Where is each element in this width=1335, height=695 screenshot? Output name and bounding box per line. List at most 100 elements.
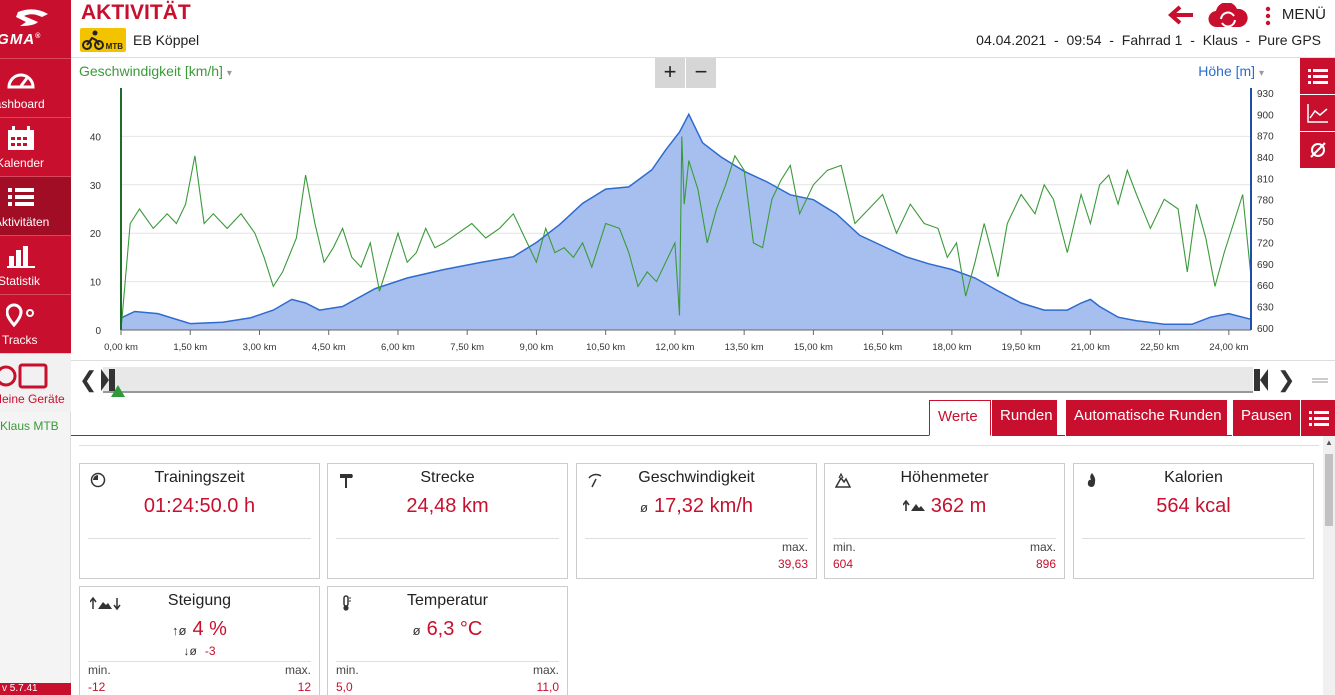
vertical-scrollbar[interactable]: ▲ [1323, 436, 1335, 695]
tab-menu-button[interactable] [1300, 400, 1335, 436]
divider [336, 661, 559, 662]
divider [336, 538, 559, 539]
line-chart-icon [1307, 104, 1328, 123]
sidebar-item-tracks[interactable]: Tracks [0, 294, 71, 353]
header: AKTIVITÄT MTB EB Köppel 04.04.2021 - 09:… [71, 0, 1335, 58]
sidebar-item-devices[interactable]: Meine Geräte [0, 353, 71, 412]
tab-pausen[interactable]: Pausen [1232, 400, 1300, 436]
chart-tools [1300, 58, 1335, 169]
sigma-swoosh-icon [16, 9, 48, 26]
average-down-symbol: ↓ø [183, 644, 197, 658]
stopwatch-icon [90, 472, 106, 488]
card-value: 6,3 °C [426, 618, 483, 640]
right-axis-tick-label: 600 [1257, 324, 1274, 335]
more-vertical-icon[interactable] [1264, 6, 1272, 26]
mountain-icon [835, 472, 851, 488]
devices-label: Meine Geräte [0, 392, 65, 406]
activity-bike: Fahrrad 1 [1121, 32, 1183, 48]
chart-line-button[interactable] [1300, 95, 1335, 132]
scroll-up-icon[interactable]: ▲ [1325, 438, 1333, 447]
slider-next-button[interactable]: ❯ [1277, 367, 1296, 392]
right-axis-tick-label: 900 [1257, 110, 1274, 121]
sport-badge: MTB [80, 28, 126, 52]
left-axis-tick-label: 30 [90, 181, 102, 192]
card-title: Geschwindigkeit [638, 469, 755, 486]
divider [88, 538, 311, 539]
card-value: 4 % [192, 618, 227, 640]
card-title: Höhenmeter [900, 469, 989, 486]
min-value: 604 [833, 557, 854, 571]
x-axis-tick-label: 0,00 km [104, 342, 138, 353]
drag-handle-icon[interactable] [1312, 377, 1328, 385]
card-value: 362 m [930, 495, 987, 517]
activity-date: 04.04.2021 [976, 32, 1047, 48]
right-axis-tick-label: 930 [1257, 89, 1274, 100]
max-label: max. [284, 663, 311, 677]
scrollbar-thumb[interactable] [1325, 454, 1333, 526]
card-strecke: Strecke 24,48 km [327, 463, 568, 579]
max-value: 39,63 [777, 557, 808, 571]
x-axis-tick-label: 13,50 km [725, 342, 764, 353]
sidebar-item-label: Dashboard [0, 97, 45, 111]
chevron-down-icon: ▾ [1258, 68, 1264, 79]
right-axis-tick-label: 690 [1257, 260, 1274, 271]
left-axis-selector[interactable]: Geschwindigkeit [km/h] ▾ [79, 63, 232, 79]
slider-prev-button[interactable]: ❮ [79, 367, 98, 392]
device-item-label[interactable]: Klaus MTB [0, 419, 59, 433]
menu-button[interactable]: MENÜ [1281, 6, 1326, 23]
sidebar-item-label: Aktivitäten [0, 215, 50, 229]
sidebar-item-aktivitaeten[interactable]: Aktivitäten [0, 176, 71, 235]
back-arrow-icon[interactable] [1167, 4, 1195, 26]
elevation-area [121, 114, 1251, 330]
zoom-out-button[interactable]: − [686, 58, 716, 88]
card-title: Trainingszeit [154, 469, 245, 486]
max-label: max. [1029, 540, 1056, 554]
chart-list-button[interactable] [1300, 58, 1335, 95]
flame-icon [1087, 473, 1096, 487]
signpost-icon [340, 474, 353, 488]
zoom-in-button[interactable]: + [655, 58, 685, 88]
map-pin-icon [6, 303, 34, 328]
right-axis-tick-label: 630 [1257, 303, 1274, 314]
card-trainingszeit: Trainingszeit 01:24:50.0 h [79, 463, 320, 579]
card-hoehenmeter: Höhenmeter 362 m min. 604 max. 896 [824, 463, 1065, 579]
card-value: 24,48 km [406, 495, 489, 517]
x-axis-tick-label: 4,50 km [312, 342, 346, 353]
incline-icon [90, 596, 121, 611]
card-title: Temperatur [407, 592, 488, 609]
sidebar-item-dashboard[interactable]: Dashboard [0, 58, 71, 117]
divider [833, 538, 1056, 539]
max-value: 12 [297, 680, 311, 694]
device-list: Klaus MTB [0, 412, 71, 683]
chart-average-button[interactable] [1300, 132, 1335, 169]
list-icon [1309, 411, 1329, 426]
slider-right-handle[interactable] [1254, 367, 1270, 393]
sidebar-item-label: Tracks [2, 333, 38, 347]
x-axis-tick-label: 9,00 km [520, 342, 554, 353]
average-symbol: ø [640, 500, 648, 515]
cloud-sync-icon[interactable] [1207, 3, 1249, 29]
calendar-icon [8, 126, 34, 150]
sidebar-item-statistik[interactable]: Statistik [0, 235, 71, 294]
x-axis-tick-label: 7,50 km [450, 342, 484, 353]
card-value: 564 kcal [1156, 495, 1231, 517]
tab-automatische-runden[interactable]: Automatische Runden [1065, 400, 1227, 436]
right-axis-selector[interactable]: Höhe [m] ▾ [1198, 63, 1264, 79]
tab-runden[interactable]: Runden [991, 400, 1057, 436]
slider-left-handle[interactable] [101, 367, 131, 397]
elevation-speed-chart[interactable]: 0 10 20 30 40 600 630 660 690 720 750 780 810 840 870 9… [71, 58, 1300, 360]
card-steigung: Steigung ↑ø 4 % ↓ø -3 min. -12 max. 12 [79, 586, 320, 695]
sidebar: IGMA® Dashboard Kalender Aktivitäten [0, 0, 71, 695]
sidebar-item-kalender[interactable]: Kalender [0, 117, 71, 176]
brand-logo[interactable]: IGMA® [0, 0, 71, 58]
activity-meta: 04.04.2021 - 09:54 - Fahrrad 1 - Klaus -… [976, 32, 1321, 48]
min-value: 5,0 [336, 680, 353, 694]
right-axis-tick-label: 750 [1257, 217, 1274, 228]
slider-track[interactable] [103, 367, 1253, 393]
thermometer-icon [343, 595, 351, 611]
page-title: AKTIVITÄT [81, 1, 191, 24]
x-axis-tick-label: 1,50 km [173, 342, 207, 353]
min-value: -12 [88, 680, 106, 694]
tab-werte[interactable]: Werte [929, 400, 991, 436]
min-label: min. [833, 540, 856, 554]
